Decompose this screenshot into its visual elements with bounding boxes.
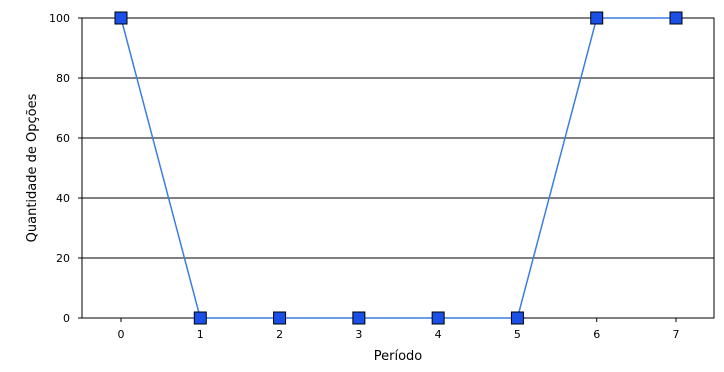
x-tick-label: 3	[355, 328, 362, 341]
y-axis-label: Quantidade de Opções	[25, 93, 40, 242]
x-tick-label: 6	[593, 328, 600, 341]
data-point-marker	[669, 11, 683, 25]
x-tick-label: 2	[276, 328, 283, 341]
x-tick-label: 4	[435, 328, 442, 341]
y-tick-label: 0	[63, 312, 70, 325]
x-tick-label: 0	[118, 328, 125, 341]
grid-lines	[78, 17, 714, 319]
x-tick-label: 1	[197, 328, 204, 341]
series-line	[120, 17, 676, 319]
data-point-marker	[114, 11, 128, 25]
y-tick-label: 100	[49, 12, 70, 25]
data-point-marker	[273, 311, 287, 325]
x-tick-label: 5	[514, 328, 521, 341]
series-group	[114, 11, 683, 325]
y-tick-label: 40	[56, 192, 70, 205]
data-point-marker	[352, 311, 366, 325]
y-tick-label: 60	[56, 132, 70, 145]
x-axis-label: Período	[374, 349, 423, 364]
data-point-marker	[193, 311, 207, 325]
plot-area-frame	[81, 17, 715, 319]
x-tick-label: 7	[673, 328, 680, 341]
y-tick-labels: 0 20 40 60 80 100	[49, 12, 70, 325]
data-point-marker	[510, 311, 524, 325]
y-tick-label: 20	[56, 252, 70, 265]
y-tick-label: 80	[56, 72, 70, 85]
data-point-marker	[431, 311, 445, 325]
data-point-marker	[590, 11, 604, 25]
